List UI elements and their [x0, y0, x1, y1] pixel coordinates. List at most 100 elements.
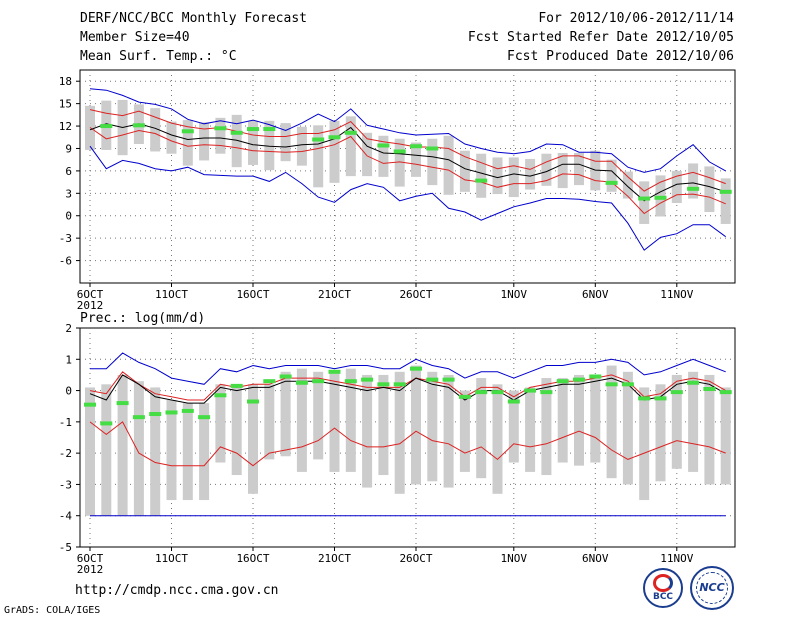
precip-xtick-label: 6OCT — [77, 552, 104, 565]
precip-ensemble-box — [329, 371, 340, 472]
temp-ytick-label: 12 — [59, 120, 72, 133]
precip-observed-marker — [670, 390, 683, 395]
precip-ensemble-box — [150, 387, 161, 516]
temp-ytick-label: 0 — [65, 210, 72, 223]
temp-min-line — [89, 145, 726, 251]
temp-ensemble-box — [427, 138, 438, 186]
precip-ensemble-box — [101, 384, 112, 516]
started-refer-date: Fcst Started Refer Date 2012/10/05 — [467, 30, 734, 45]
temp-ensemble-box — [345, 116, 356, 177]
precip-observed-marker — [295, 380, 308, 385]
temp-ensemble-box — [688, 163, 699, 199]
temp-observed-marker — [132, 123, 145, 128]
precip-ensemble-box — [508, 390, 519, 463]
temp-xtick-label: 6NOV — [582, 288, 609, 301]
precip-observed-marker — [328, 369, 341, 374]
precip-observed-marker — [719, 390, 732, 395]
precip-ensemble-box — [427, 371, 438, 482]
precip-observed-marker — [132, 415, 145, 420]
precip-ensemble-box — [117, 374, 128, 516]
produced-date: Fcst Produced Date 2012/10/06 — [507, 49, 734, 64]
precip-ytick-label: 1 — [65, 353, 72, 366]
forecast-period: For 2012/10/06-2012/11/14 — [538, 11, 734, 26]
precip-xtick-label: 21OCT — [318, 552, 351, 565]
temp-ensemble-box — [378, 135, 389, 177]
precip-xtick-label: 6NOV — [582, 552, 609, 565]
precip-ytick-label: -5 — [59, 541, 72, 554]
temp-observed-marker — [687, 186, 700, 191]
precip-ensemble-box — [688, 371, 699, 472]
precip-observed-marker — [361, 377, 374, 382]
temp-ytick-label: 9 — [65, 142, 72, 155]
temp-ytick-label: -6 — [59, 255, 72, 268]
temp-ensemble-box — [264, 120, 275, 171]
precip-observed-marker — [410, 366, 422, 371]
temp-observed-marker — [214, 126, 227, 131]
temp-ensemble-box — [606, 159, 617, 192]
temp-xtick-year: 2012 — [77, 299, 104, 312]
precip-ensemble-box — [362, 374, 373, 488]
precip-observed-marker — [524, 388, 537, 393]
precip-ensemble-box — [622, 371, 633, 485]
temp-max-line — [89, 88, 726, 173]
temp-observed-marker — [230, 130, 243, 135]
temp-ensemble-box — [329, 120, 340, 183]
temp-ensemble-box — [280, 123, 291, 162]
temp-ensemble-box — [492, 157, 503, 195]
source-url[interactable]: http://cmdp.ncc.cma.gov.cn — [75, 583, 279, 598]
temp-ensemble-box — [231, 114, 242, 168]
temp-xtick-label: 21OCT — [318, 288, 351, 301]
ncc-logo-text: NCC — [699, 581, 725, 594]
precip-observed-marker — [638, 396, 651, 401]
temp-observed-marker — [247, 127, 259, 132]
precip-ensemble-box — [574, 374, 584, 466]
precip-ensemble-box — [199, 403, 210, 501]
precip-std-lower-line — [89, 421, 726, 467]
temp-ytick-label: -3 — [59, 232, 72, 245]
temp-observed-marker — [638, 196, 651, 201]
precip-observed-marker — [475, 390, 488, 395]
temp-observed-marker — [393, 149, 406, 154]
temp-observed-marker — [344, 130, 357, 135]
temp-observed-marker — [312, 137, 325, 142]
temp-xtick-label: 1NOV — [501, 288, 528, 301]
precip-ytick-label: -3 — [59, 478, 72, 491]
precip-xtick-label: 1NOV — [501, 552, 528, 565]
temp-ensemble-box — [411, 142, 421, 177]
precip-plot-frame — [79, 327, 736, 548]
precip-observed-marker — [605, 382, 618, 387]
precip-ensemble-box — [280, 371, 291, 457]
precip-ensemble-box — [459, 390, 470, 472]
temp-ensemble-box — [362, 132, 373, 177]
temp-ensemble-box — [557, 152, 568, 189]
temp-ytick-label: 15 — [59, 98, 72, 111]
precip-ytick-label: 2 — [65, 322, 72, 335]
precip-ensemble-box — [296, 368, 307, 472]
precip-observed-marker — [214, 393, 227, 398]
temp-observed-marker — [426, 146, 439, 151]
temp-ensemble-box — [199, 122, 210, 161]
bcc-logo-swirl-icon — [653, 574, 673, 592]
precip-std-upper-line — [89, 371, 726, 401]
precip-observed-marker — [247, 399, 259, 404]
precip-ensemble-box — [313, 371, 324, 460]
precip-observed-marker — [279, 374, 292, 379]
temp-ensemble-box — [459, 150, 470, 192]
temp-mean-line — [89, 123, 726, 202]
precip-observed-marker — [491, 390, 504, 395]
temp-ensemble-box — [215, 117, 226, 154]
precip-xtick-label: 11NOV — [660, 552, 693, 565]
temp-observed-marker — [719, 189, 732, 194]
precip-ensemble-box — [557, 378, 568, 463]
precip-ensemble-box — [182, 403, 193, 501]
temp-observed-marker — [410, 144, 422, 149]
temp-ensemble-box — [394, 138, 405, 187]
precip-mean-line — [89, 374, 726, 404]
precip-observed-marker — [230, 383, 243, 388]
temp-ensemble-box — [574, 152, 584, 186]
temp-std-lower-line — [89, 127, 726, 215]
bcc-logo-text: BCC — [652, 592, 674, 602]
precip-observed-marker — [507, 399, 520, 404]
grads-credit: GrADS: COLA/IGES — [4, 605, 101, 616]
